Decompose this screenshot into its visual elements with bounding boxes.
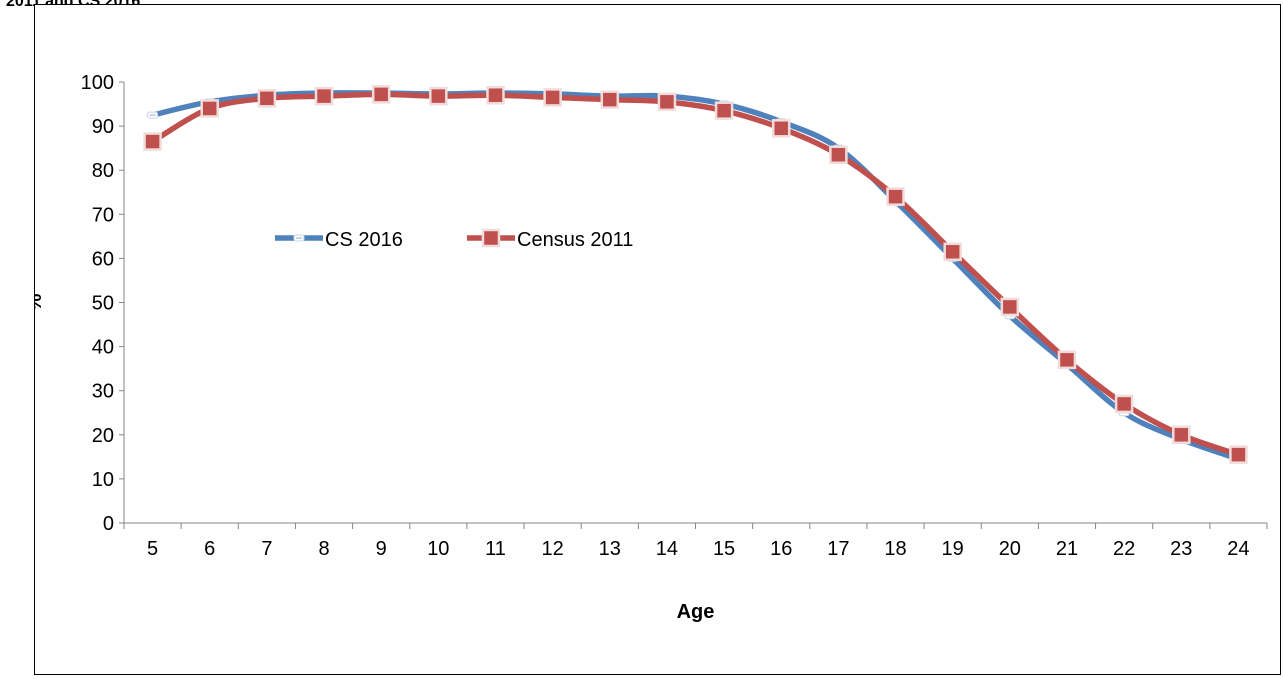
y-tick-label: 50 bbox=[92, 293, 114, 315]
x-tick-label: 10 bbox=[427, 538, 449, 560]
y-tick-label: 0 bbox=[103, 513, 114, 535]
legend-item: Census 2011 bbox=[467, 228, 633, 251]
x-tick-label: 9 bbox=[376, 538, 387, 560]
x-tick-label: 20 bbox=[999, 538, 1021, 560]
data-point-marker bbox=[714, 101, 734, 120]
data-point-marker bbox=[429, 86, 448, 106]
data-point-marker bbox=[1229, 445, 1248, 464]
series-census-2011 bbox=[143, 85, 1248, 464]
series-line bbox=[149, 91, 1242, 458]
x-tick-label: 15 bbox=[713, 538, 735, 560]
y-tick-label: 70 bbox=[92, 204, 114, 226]
data-point-marker bbox=[1114, 394, 1134, 414]
legend-label: Census 2011 bbox=[517, 229, 633, 251]
x-tick-label: 7 bbox=[261, 538, 272, 560]
series-cs-2016 bbox=[147, 89, 1244, 463]
x-tick-label: 14 bbox=[656, 538, 678, 560]
x-tick-label: 8 bbox=[318, 538, 329, 560]
y-tick-label: 20 bbox=[92, 425, 114, 447]
y-tick-label: 10 bbox=[92, 469, 114, 491]
y-tick-label: 100 bbox=[81, 72, 114, 94]
x-tick-label: 17 bbox=[827, 538, 849, 560]
y-axis-label: % bbox=[35, 293, 46, 311]
y-tick-label: 80 bbox=[92, 160, 114, 182]
x-tick-label: 5 bbox=[147, 538, 158, 560]
data-point-marker bbox=[543, 88, 562, 107]
x-tick-label: 23 bbox=[1170, 538, 1192, 560]
y-tick-label: 40 bbox=[92, 337, 114, 359]
axes bbox=[119, 81, 1268, 529]
chart-frame: 0 10 20 30 40 50 60 70 80 90 100 5 6 7 8 9 10 11 12 13 14 15… bbox=[24, 4, 1281, 675]
data-point-marker bbox=[657, 92, 677, 112]
legend-item: CS 2016 bbox=[275, 229, 403, 251]
data-point-marker bbox=[200, 99, 219, 118]
data-point-marker bbox=[143, 132, 162, 151]
legend-swatch-marker bbox=[481, 228, 501, 248]
x-tick-label: 12 bbox=[542, 538, 564, 560]
data-point-marker bbox=[886, 187, 905, 206]
data-point-marker bbox=[257, 89, 277, 108]
x-tick-label: 18 bbox=[884, 538, 906, 560]
data-point-marker bbox=[314, 86, 334, 106]
data-point-marker bbox=[600, 90, 620, 109]
data-point-marker bbox=[771, 119, 791, 138]
series-layer bbox=[143, 85, 1248, 464]
x-axis-label: Age bbox=[677, 601, 715, 623]
x-tick-label: 19 bbox=[942, 538, 964, 560]
x-tick-label: 24 bbox=[1227, 538, 1249, 560]
x-tick-label: 6 bbox=[204, 538, 215, 560]
y-tick-label: 60 bbox=[92, 248, 114, 270]
line-chart: 0 10 20 30 40 50 60 70 80 90 100 5 6 7 8 9 10 11 12 13 14 15… bbox=[24, 72, 1268, 623]
x-tick-label: 21 bbox=[1056, 538, 1078, 560]
series-line bbox=[149, 90, 1242, 462]
x-tick-label: 11 bbox=[485, 538, 506, 560]
y-tick-label: 90 bbox=[92, 116, 114, 138]
data-point-marker bbox=[486, 85, 505, 105]
data-point-marker bbox=[829, 145, 848, 165]
data-point-marker bbox=[1172, 425, 1191, 445]
data-point-marker bbox=[1057, 350, 1077, 370]
data-point-marker bbox=[371, 85, 391, 104]
y-tick-labels: 0 10 20 30 40 50 60 70 80 90 100 bbox=[81, 72, 114, 535]
x-tick-labels: 5 6 7 8 9 10 11 12 13 14 15 16 17 18 19 20 21 22 23 24 bbox=[147, 538, 1250, 560]
legend: CS 2016 Census 2011 bbox=[275, 228, 633, 251]
y-tick-label: 30 bbox=[92, 381, 114, 403]
x-tick-label: 22 bbox=[1113, 538, 1135, 560]
data-point-marker bbox=[943, 242, 962, 262]
x-tick-label: 16 bbox=[770, 538, 792, 560]
data-point-marker bbox=[1000, 297, 1020, 317]
x-tick-label: 13 bbox=[599, 538, 621, 560]
legend-label: CS 2016 bbox=[325, 229, 403, 251]
